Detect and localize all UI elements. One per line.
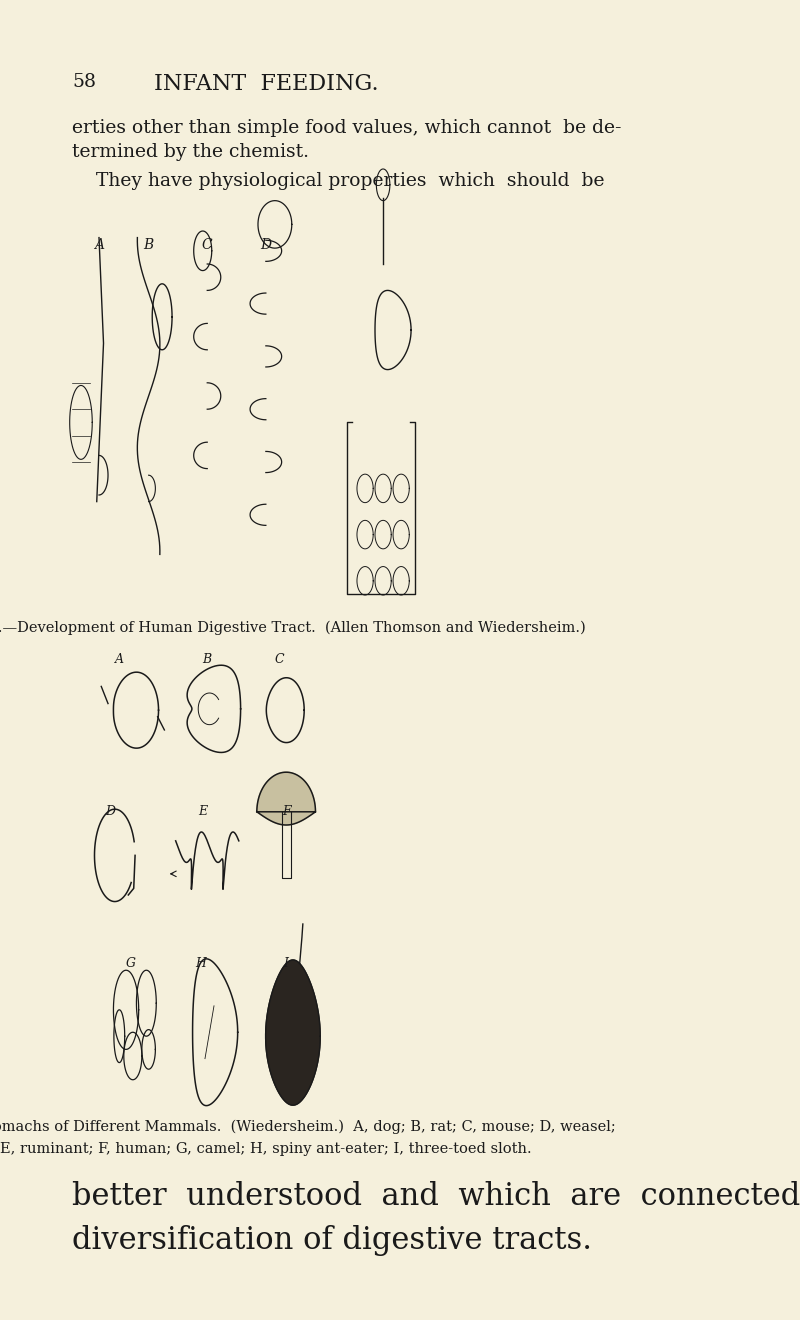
Text: diversification of digestive tracts.: diversification of digestive tracts. xyxy=(72,1225,592,1255)
Text: better  understood  and  which  are  connected  with  the: better understood and which are connecte… xyxy=(72,1181,800,1212)
Text: INFANT  FEEDING.: INFANT FEEDING. xyxy=(154,73,378,95)
Text: E, ruminant; F, human; G, camel; H, spiny ant-eater; I, three-toed sloth.: E, ruminant; F, human; G, camel; H, spin… xyxy=(0,1142,532,1156)
Text: C: C xyxy=(274,653,284,667)
Text: A: A xyxy=(114,653,124,667)
Text: F: F xyxy=(282,805,290,818)
Text: G: G xyxy=(126,957,135,970)
Text: 58: 58 xyxy=(72,73,96,91)
Text: H: H xyxy=(195,957,206,970)
Text: E: E xyxy=(198,805,207,818)
Text: termined by the chemist.: termined by the chemist. xyxy=(72,143,309,161)
Text: Fig 15—Stomachs of Different Mammals.  (Wiedersheim.)  A, dog; B, rat; C, mouse;: Fig 15—Stomachs of Different Mammals. (W… xyxy=(0,1119,616,1134)
Text: erties other than simple food values, which cannot  be de-: erties other than simple food values, wh… xyxy=(72,119,622,137)
Polygon shape xyxy=(257,772,315,825)
Text: A: A xyxy=(94,238,104,252)
Text: C: C xyxy=(202,238,213,252)
Text: B: B xyxy=(202,653,212,667)
Text: D: D xyxy=(106,805,115,818)
Text: They have physiological properties  which  should  be: They have physiological properties which… xyxy=(72,172,605,190)
Text: D: D xyxy=(260,238,271,252)
Text: Fig. 14.—Development of Human Digestive Tract.  (Allen Thomson and Wiedersheim.): Fig. 14.—Development of Human Digestive … xyxy=(0,620,586,635)
Polygon shape xyxy=(266,960,320,1105)
Text: I: I xyxy=(284,957,289,970)
Text: B: B xyxy=(143,238,154,252)
